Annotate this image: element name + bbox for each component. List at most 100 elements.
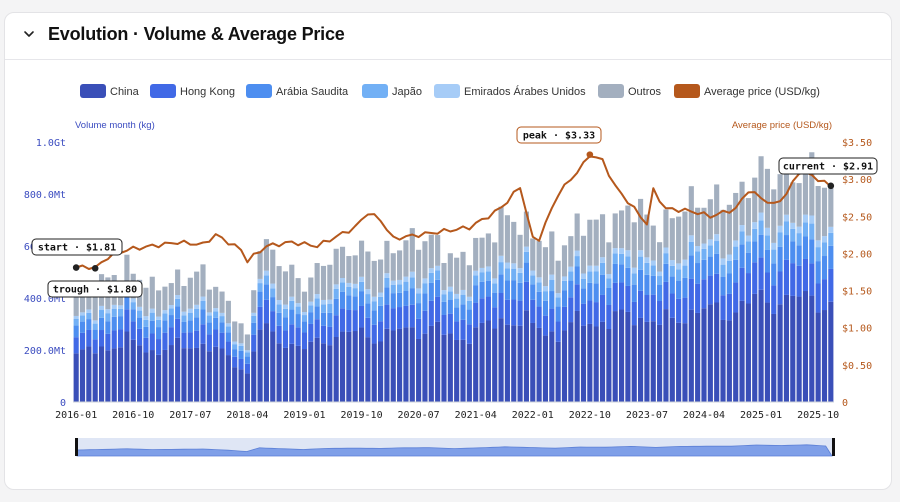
bar-3	[593, 283, 599, 303]
bar-1	[194, 347, 200, 402]
bar-5	[783, 214, 790, 222]
bar-4	[631, 273, 637, 285]
bar-1	[821, 310, 828, 402]
bar-6	[346, 256, 352, 283]
bar-2	[162, 332, 168, 350]
bar-3	[308, 312, 314, 324]
bar-5	[282, 304, 289, 309]
y-left-tick: 1.0Gt	[36, 138, 66, 149]
bar-5	[187, 308, 193, 313]
bar-3	[244, 356, 250, 364]
bar-1	[650, 321, 656, 402]
bar-5	[314, 294, 320, 299]
bar-1	[358, 327, 365, 402]
bar-1	[676, 322, 682, 402]
bar-3	[663, 263, 669, 282]
bar-6	[314, 263, 320, 295]
bar-1	[422, 333, 428, 402]
chevron-down-icon[interactable]	[21, 26, 37, 42]
range-brush-handle-left[interactable]	[75, 438, 78, 456]
bar-6	[714, 184, 720, 235]
legend-label-4: Japão	[392, 86, 422, 98]
bar-5	[327, 299, 333, 305]
bar-3	[251, 322, 257, 335]
bar-1	[790, 295, 796, 402]
bar-5	[504, 262, 510, 269]
bar-6	[244, 334, 250, 351]
bar-4	[117, 308, 124, 317]
bar-5	[701, 243, 707, 249]
bar-1	[498, 318, 504, 402]
y-right-tick: $2.00	[842, 249, 872, 260]
bar-6	[263, 239, 269, 271]
bar-4	[485, 271, 491, 281]
bar-5	[618, 248, 625, 254]
bar-4	[777, 232, 783, 247]
bar-3	[143, 326, 149, 338]
bar-6	[631, 222, 637, 268]
bar-4	[612, 253, 618, 264]
bar-2	[555, 321, 561, 342]
bar-2	[657, 301, 663, 325]
bar-3	[707, 256, 713, 276]
bar-2	[282, 330, 289, 348]
bar-2	[156, 339, 162, 355]
bar-2	[365, 317, 371, 338]
bar-4	[168, 308, 174, 316]
bar-3	[263, 284, 269, 300]
bar-4	[422, 283, 428, 294]
annotation-box	[47, 280, 143, 298]
bar-6	[200, 264, 206, 297]
bar-3	[314, 306, 320, 320]
bar-3	[79, 321, 86, 333]
bar-3	[625, 267, 631, 286]
bar-1	[511, 325, 517, 402]
bar-2	[333, 315, 339, 337]
bar-6	[276, 266, 282, 301]
bar-6	[435, 235, 441, 266]
bar-2	[327, 326, 333, 346]
bar-1	[257, 329, 263, 402]
bar-1	[549, 331, 555, 402]
bar-2	[200, 324, 206, 344]
bar-3	[574, 266, 580, 285]
bar-1	[181, 348, 187, 402]
bar-2	[625, 285, 631, 312]
bar-2	[536, 306, 542, 328]
bar-6	[301, 291, 308, 313]
bar-4	[695, 251, 701, 264]
bar-1	[447, 333, 453, 402]
bar-3	[549, 291, 555, 309]
bar-5	[492, 278, 498, 284]
bar-5	[213, 308, 219, 312]
bar-5	[194, 304, 200, 309]
bar-3	[390, 293, 396, 309]
bar-1	[213, 346, 219, 402]
bar-5	[397, 279, 403, 285]
bar-6	[682, 211, 688, 260]
bar-4	[745, 241, 751, 253]
bar-2	[479, 298, 485, 323]
bar-4	[403, 281, 409, 291]
bar-4	[555, 297, 561, 307]
bar-5	[130, 298, 136, 303]
bar-2	[720, 295, 726, 320]
bar-4	[314, 298, 320, 307]
bar-6	[745, 198, 751, 236]
bar-5	[752, 222, 758, 229]
bar-5	[821, 236, 828, 243]
bar-4	[504, 268, 510, 281]
legend-swatch-6	[598, 84, 624, 98]
bar-3	[771, 263, 777, 286]
bar-3	[232, 349, 238, 357]
bar-1	[130, 339, 136, 402]
bar-2	[612, 282, 618, 312]
bar-4	[86, 312, 92, 320]
bar-3	[828, 245, 834, 269]
bar-6	[156, 290, 162, 317]
bar-5	[593, 265, 599, 272]
bar-2	[695, 283, 701, 313]
bar-4	[663, 253, 669, 264]
range-brush-handle-right[interactable]	[832, 438, 835, 456]
bar-3	[187, 320, 193, 333]
